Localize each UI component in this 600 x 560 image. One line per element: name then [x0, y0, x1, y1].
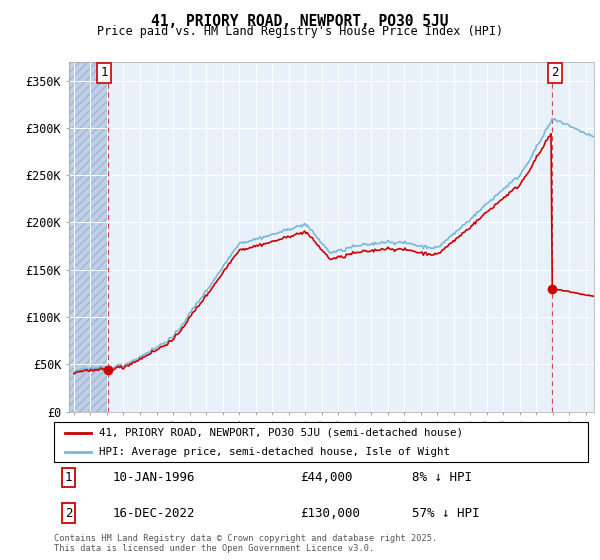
Text: 41, PRIORY ROAD, NEWPORT, PO30 5JU: 41, PRIORY ROAD, NEWPORT, PO30 5JU [151, 14, 449, 29]
Text: 2: 2 [65, 506, 72, 520]
Text: 8% ↓ HPI: 8% ↓ HPI [412, 471, 472, 484]
Text: £130,000: £130,000 [299, 506, 359, 520]
Text: 57% ↓ HPI: 57% ↓ HPI [412, 506, 479, 520]
Text: £44,000: £44,000 [299, 471, 352, 484]
Text: Contains HM Land Registry data © Crown copyright and database right 2025.
This d: Contains HM Land Registry data © Crown c… [54, 534, 437, 553]
Text: Price paid vs. HM Land Registry's House Price Index (HPI): Price paid vs. HM Land Registry's House … [97, 25, 503, 38]
Text: 41, PRIORY ROAD, NEWPORT, PO30 5JU (semi-detached house): 41, PRIORY ROAD, NEWPORT, PO30 5JU (semi… [100, 428, 463, 438]
Bar [69, 62, 107, 412]
Text: 1: 1 [101, 67, 108, 80]
Text: 10-JAN-1996: 10-JAN-1996 [113, 471, 195, 484]
Text: HPI: Average price, semi-detached house, Isle of Wight: HPI: Average price, semi-detached house,… [100, 447, 451, 457]
Text: 1: 1 [65, 471, 72, 484]
Text: 16-DEC-2022: 16-DEC-2022 [113, 506, 195, 520]
Text: 2: 2 [551, 67, 559, 80]
